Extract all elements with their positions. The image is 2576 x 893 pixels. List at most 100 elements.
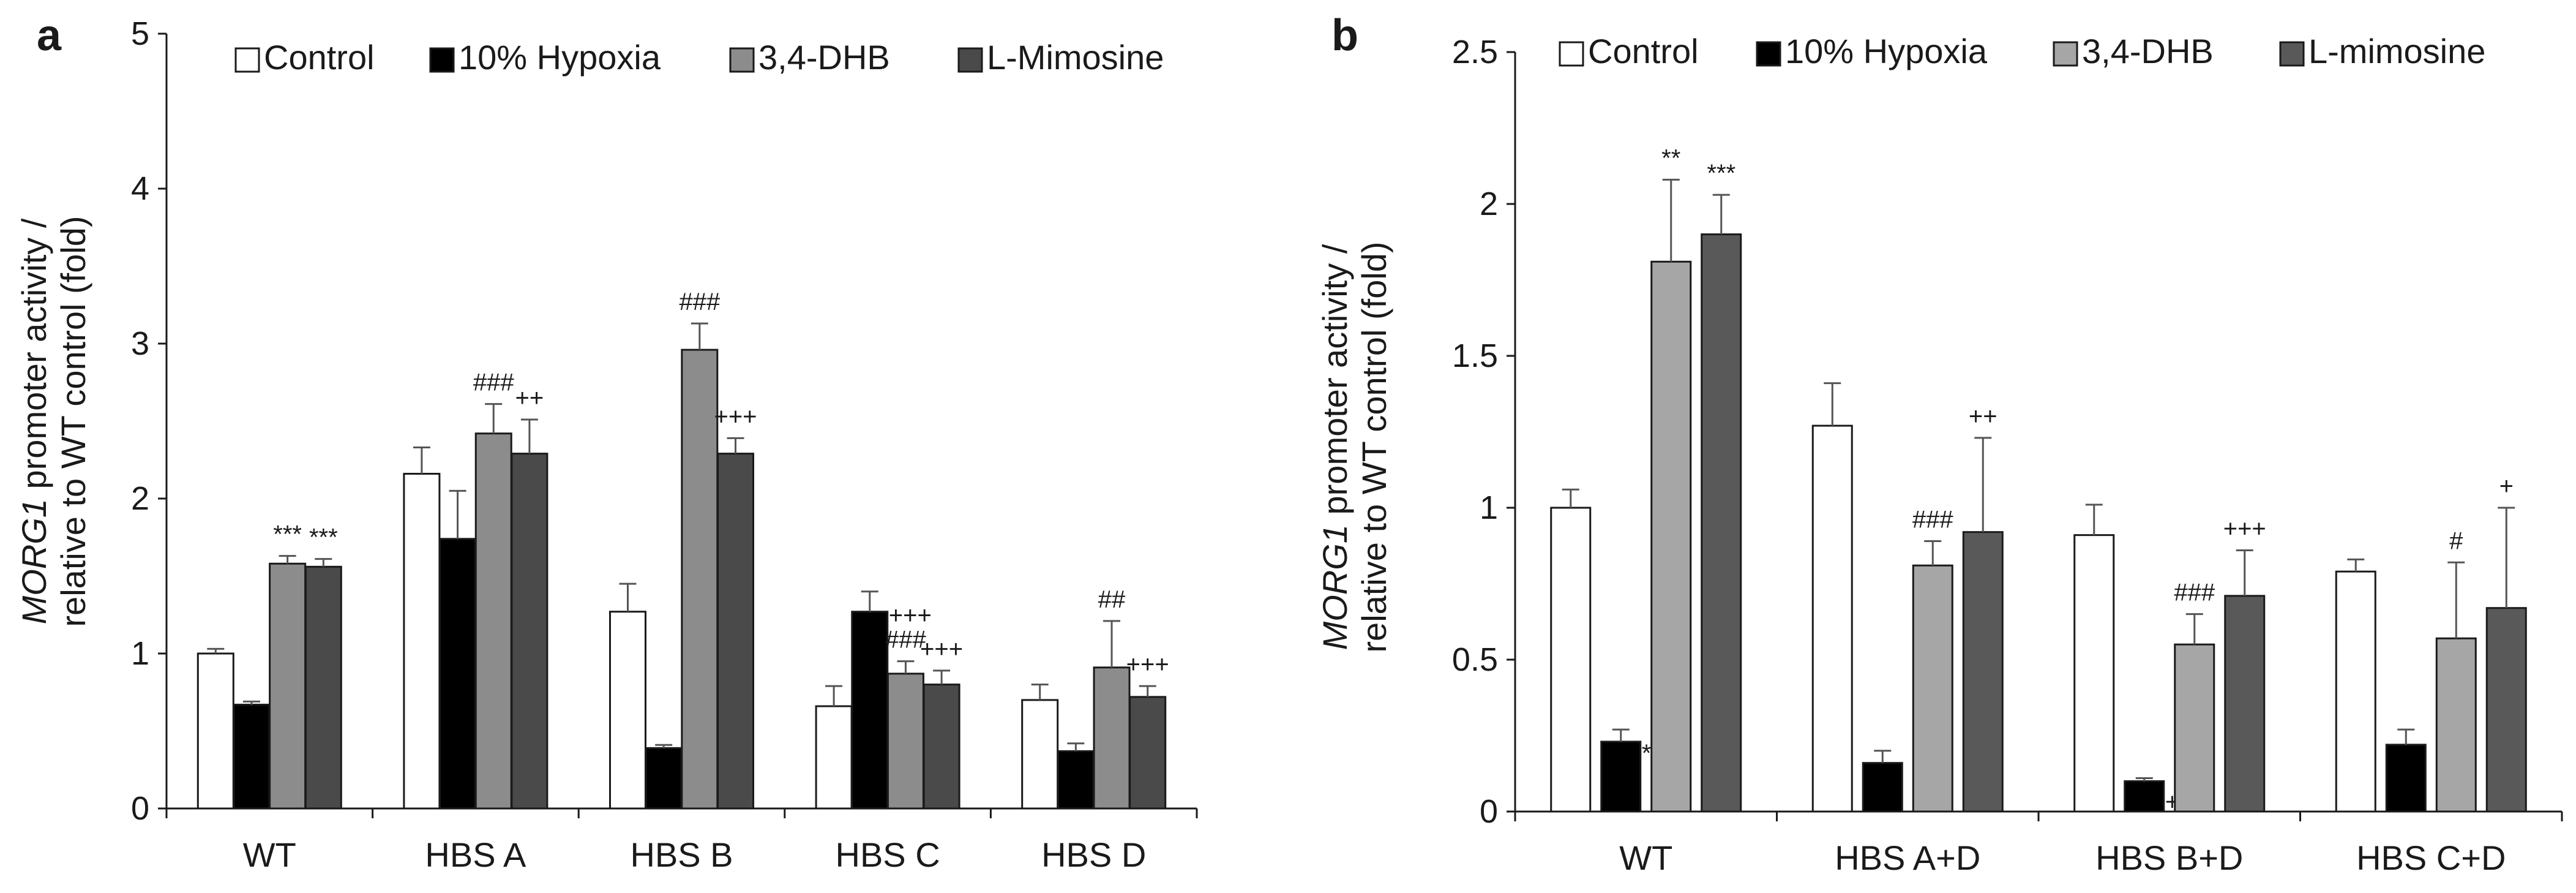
y-axis-title-rest: promoter activity / xyxy=(15,218,53,499)
bar xyxy=(2335,570,2376,813)
y-tick-label: 2 xyxy=(131,480,149,517)
significance-label: *** xyxy=(309,524,338,551)
significance-label: ## xyxy=(1098,586,1126,613)
y-axis-title-line1: MORG1 promoter activity / xyxy=(15,218,53,624)
bar xyxy=(1129,696,1167,810)
legend-label: 10% Hypoxia xyxy=(1785,32,1988,70)
legend-label: L-Mimosine xyxy=(987,38,1164,77)
legend-swatch xyxy=(1559,41,1584,67)
significance-label: ### xyxy=(885,627,926,654)
y-axis-title-line2: relative to WT control (fold) xyxy=(1355,241,1393,652)
significance-label: *** xyxy=(273,521,302,548)
y-tick-label: 2 xyxy=(1480,186,1498,222)
bar xyxy=(439,538,477,810)
bar xyxy=(197,652,234,810)
y-tick-label: 5 xyxy=(131,15,149,52)
legend-swatch xyxy=(1756,41,1781,67)
panel-label: b xyxy=(1331,11,1358,60)
panel-a-chart: a MORG1 promoter activity /relative to WT… xyxy=(15,11,1198,874)
bar xyxy=(2385,744,2427,813)
y-tick-label: 1.5 xyxy=(1452,337,1498,374)
legend-swatch xyxy=(729,47,755,73)
y-tick-label: 4 xyxy=(131,170,149,207)
bar xyxy=(2124,780,2165,813)
bar xyxy=(851,611,889,810)
category-label: HBS C xyxy=(836,835,940,874)
significance-label: ### xyxy=(1912,507,1953,533)
bar xyxy=(2073,534,2115,813)
significance-label: *** xyxy=(1707,160,1735,187)
significance-label: ### xyxy=(473,369,514,396)
legend-swatch xyxy=(234,47,260,73)
bar xyxy=(403,473,441,810)
bar xyxy=(1021,699,1059,810)
y-axis-title-gene: MORG1 xyxy=(15,499,53,624)
significance-label: ++ xyxy=(1969,403,1998,430)
bar xyxy=(1650,260,1692,813)
significance-label: ++ xyxy=(515,385,544,412)
y-tick-label: 1 xyxy=(131,635,149,672)
category-label: HBS A+D xyxy=(1835,838,1980,877)
significance-label: ### xyxy=(679,288,720,315)
significance-label: ### xyxy=(2174,579,2215,606)
legend-swatch xyxy=(957,47,983,73)
category-label: WT xyxy=(243,835,296,874)
legend-swatch xyxy=(2279,41,2305,67)
panel-label: a xyxy=(37,11,62,60)
bar xyxy=(815,705,853,810)
panel-b-chart: b MORG1 promoter activity /relative to WT… xyxy=(1316,11,2563,877)
bar xyxy=(886,673,924,810)
legend-label: Control xyxy=(1588,32,1699,70)
category-label: WT xyxy=(1619,838,1672,877)
legend-label: L-mimosine xyxy=(2308,32,2485,70)
y-axis-title: MORG1 promoter activity /relative to WT … xyxy=(1316,241,1393,652)
significance-label: +++ xyxy=(1126,651,1169,678)
bar xyxy=(1701,233,1742,813)
y-tick-label: 0.5 xyxy=(1452,641,1498,678)
bar xyxy=(2485,607,2527,813)
significance-label: +++ xyxy=(889,602,932,629)
bar xyxy=(1600,740,1642,813)
bar xyxy=(609,611,646,810)
bar xyxy=(645,747,683,810)
y-axis-title-rest: promoter activity / xyxy=(1316,244,1354,524)
legend-label: 3,4-DHB xyxy=(2082,32,2214,70)
bar xyxy=(2174,643,2215,813)
y-tick-label: 0 xyxy=(131,790,149,827)
significance-label: +++ xyxy=(920,636,963,663)
category-label: HBS B xyxy=(630,835,733,874)
category-label: HBS B+D xyxy=(2095,838,2243,877)
legend-swatch xyxy=(2053,41,2078,67)
bar xyxy=(1862,762,1903,813)
y-axis-title: MORG1 promoter activity /relative to WT … xyxy=(15,216,92,627)
category-label: HBS C+D xyxy=(2356,838,2506,877)
significance-label: +++ xyxy=(2223,515,2266,542)
legend-label: 10% Hypoxia xyxy=(459,38,661,77)
bar xyxy=(681,349,719,810)
bar xyxy=(269,562,307,810)
bar xyxy=(1962,531,2004,813)
legend-swatch xyxy=(429,47,455,73)
significance-label: +++ xyxy=(714,403,757,430)
y-tick-label: 2.5 xyxy=(1452,34,1498,70)
y-tick-label: 0 xyxy=(1480,793,1498,830)
legend-label: 3,4-DHB xyxy=(758,38,890,77)
significance-label: # xyxy=(2449,527,2463,554)
bar xyxy=(1057,750,1095,810)
y-axis-title-line1: MORG1 promoter activity / xyxy=(1316,244,1354,650)
bar xyxy=(1811,424,1853,813)
bar xyxy=(1912,564,1953,813)
bar xyxy=(511,453,549,810)
bar xyxy=(304,565,342,810)
significance-label: + xyxy=(2499,473,2514,500)
y-tick-label: 3 xyxy=(131,325,149,362)
y-axis-title-line2: relative to WT control (fold) xyxy=(54,216,92,627)
y-axis-title-gene: MORG1 xyxy=(1316,524,1354,650)
bar xyxy=(1093,666,1131,810)
category-label: HBS A xyxy=(425,835,526,874)
bar xyxy=(2435,637,2477,813)
bar xyxy=(923,684,960,810)
y-tick-label: 1 xyxy=(1480,489,1498,526)
bar xyxy=(474,432,512,810)
